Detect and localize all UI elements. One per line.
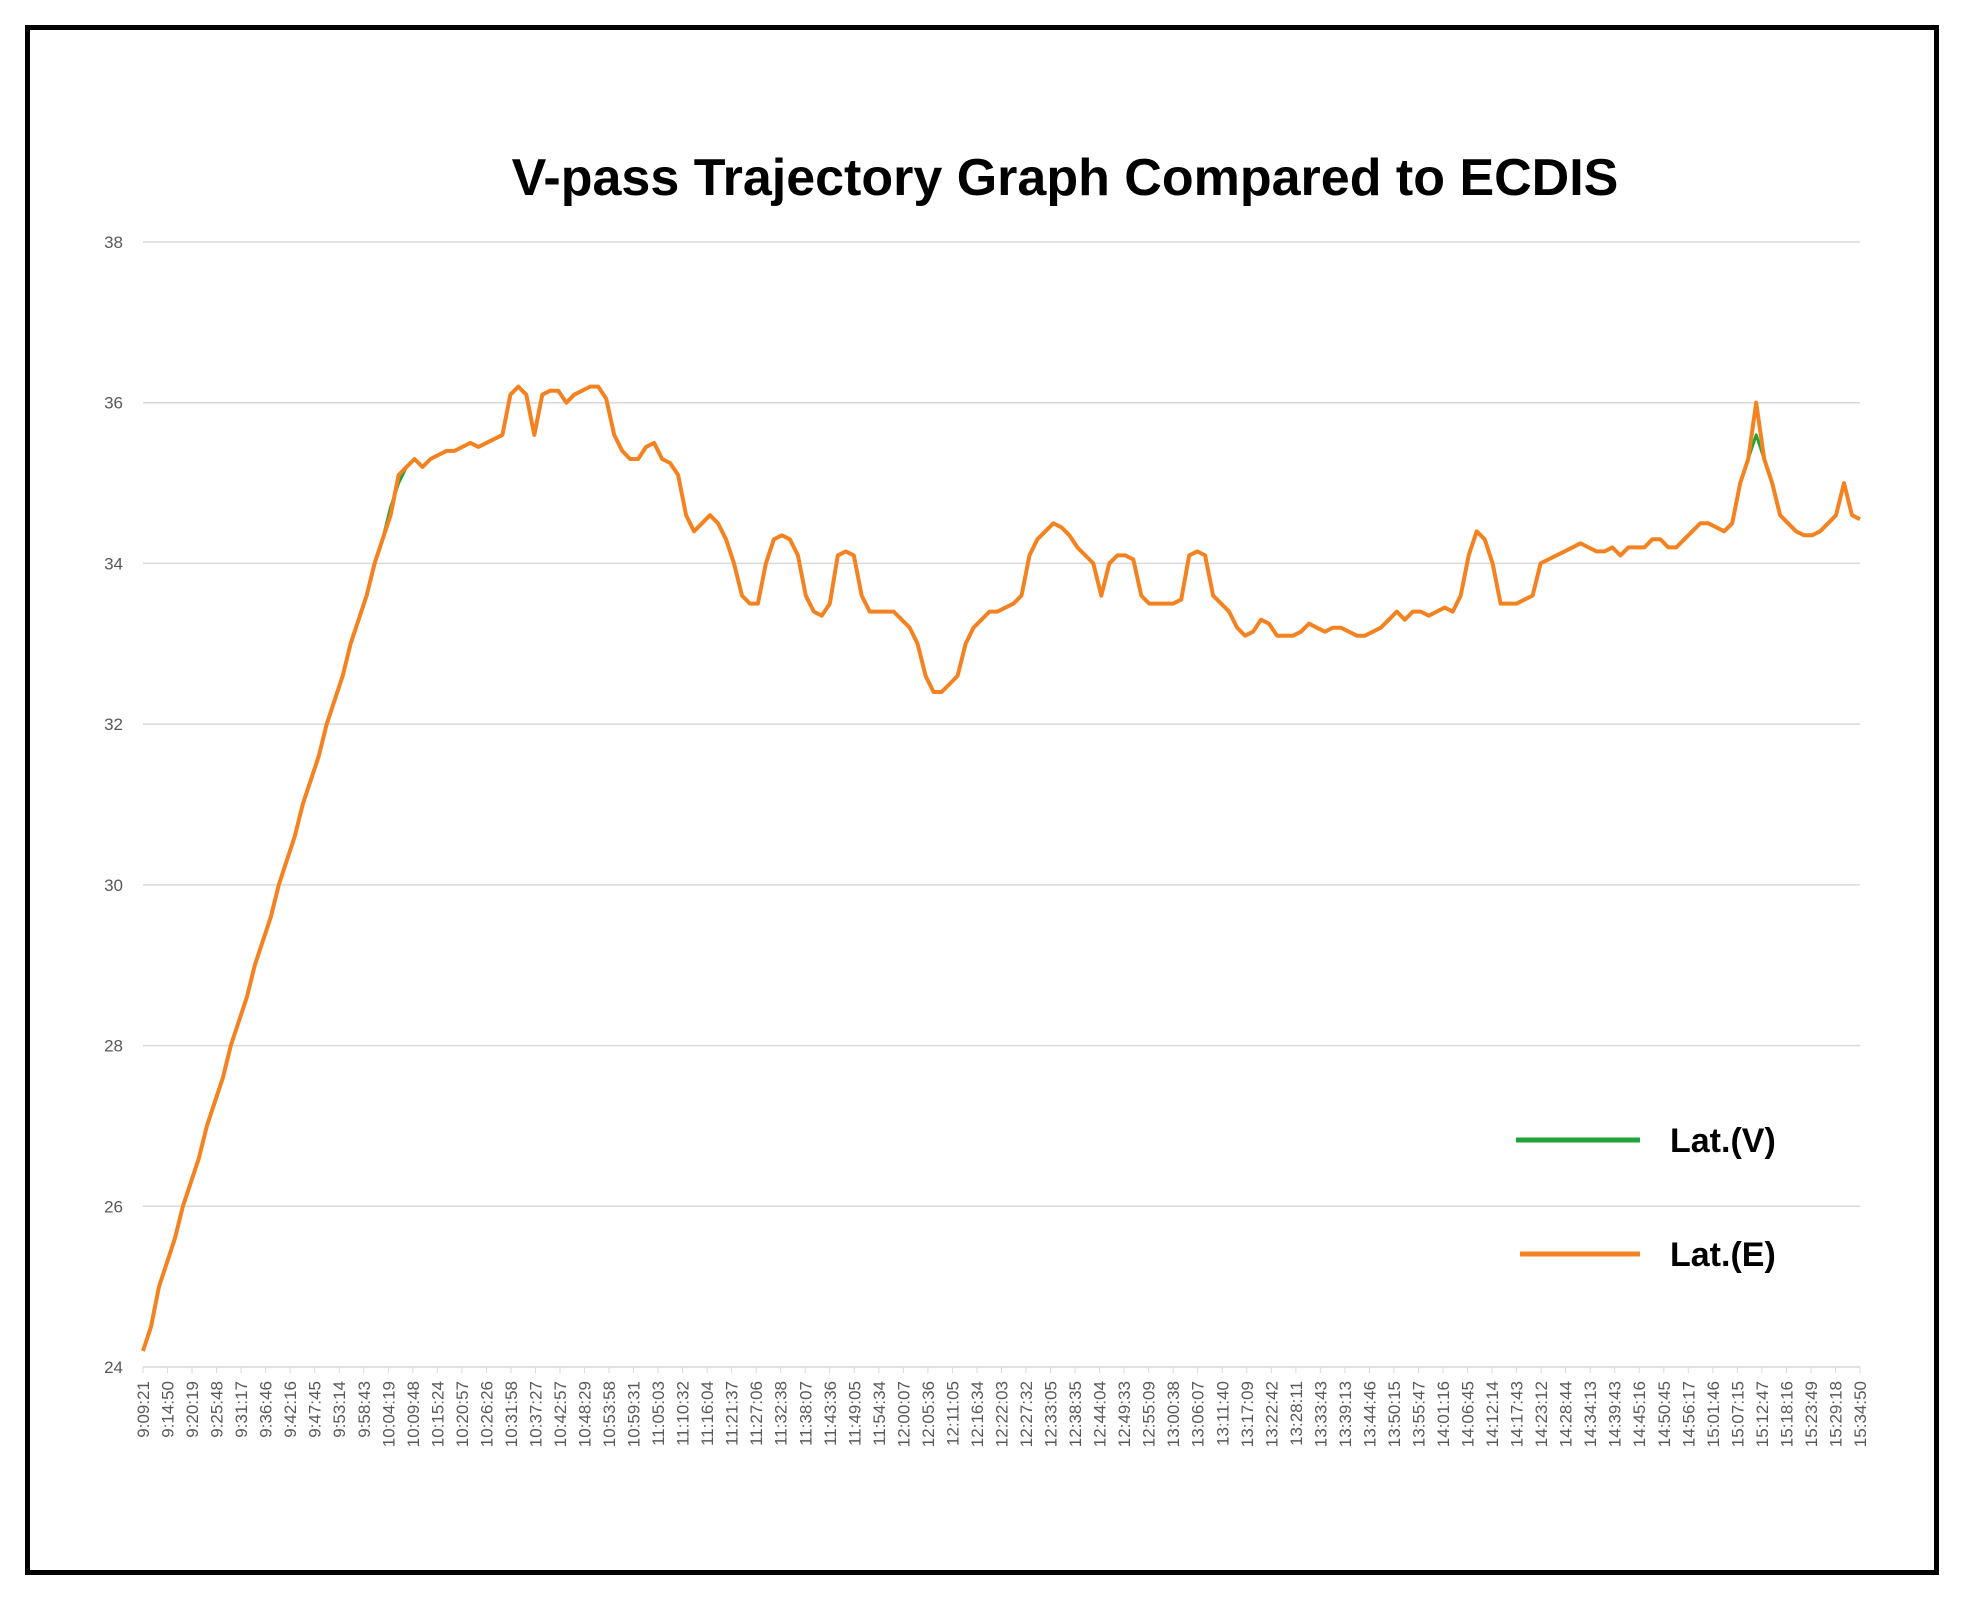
x-tick-label: 12:16:34 (968, 1381, 987, 1447)
y-tick-label: 24 (104, 1358, 123, 1377)
x-tick-label: 11:54:34 (870, 1381, 889, 1446)
x-tick-label: 11:27:06 (747, 1381, 766, 1446)
x-tick-label: 15:07:15 (1728, 1381, 1747, 1447)
x-tick-label: 9:42:16 (281, 1381, 300, 1438)
x-tick-label: 9:14:50 (159, 1381, 178, 1438)
x-tick-label: 9:31:17 (232, 1381, 251, 1438)
x-tick-label: 11:05:03 (649, 1381, 668, 1446)
x-tick-label: 12:38:35 (1066, 1381, 1085, 1447)
x-tick-label: 15:18:16 (1777, 1381, 1796, 1447)
x-tick-label: 9:36:46 (257, 1381, 276, 1438)
x-tick-label: 15:01:46 (1704, 1381, 1723, 1447)
x-tick-label: 15:23:49 (1802, 1381, 1821, 1447)
y-tick-label: 30 (104, 876, 123, 895)
x-tick-label: 10:59:31 (625, 1381, 644, 1447)
series-lines (141, 384, 1861, 1352)
x-tick-label: 13:44:46 (1360, 1381, 1379, 1447)
x-tick-label: 13:33:43 (1311, 1381, 1330, 1447)
y-tick-label: 28 (104, 1037, 123, 1056)
x-tick-label: 15:12:47 (1753, 1381, 1772, 1447)
x-tick-label: 10:37:27 (526, 1381, 545, 1447)
x-tick-label: 14:01:16 (1434, 1381, 1453, 1447)
x-tick-label: 10:20:57 (453, 1381, 472, 1447)
x-tick-label: 12:00:07 (894, 1381, 913, 1447)
x-tick-label: 14:34:13 (1581, 1381, 1600, 1447)
x-tick-label: 10:53:58 (600, 1381, 619, 1447)
x-tick-label: 11:43:36 (821, 1381, 840, 1446)
y-tick-label: 38 (104, 233, 123, 252)
x-tick-label: 14:39:43 (1606, 1381, 1625, 1447)
x-tick-label: 14:56:17 (1679, 1381, 1698, 1447)
x-tick-label: 13:39:13 (1336, 1381, 1355, 1447)
gridlines (143, 241, 1860, 1368)
x-tick-label: 11:10:32 (674, 1381, 693, 1446)
x-tick-label: 12:44:04 (1091, 1381, 1110, 1447)
x-tick-label: 9:09:21 (134, 1381, 153, 1438)
x-tick-label: 11:38:07 (796, 1381, 815, 1446)
y-tick-label: 34 (104, 554, 123, 573)
x-tick-label: 10:42:57 (551, 1381, 570, 1447)
x-tick-label: 10:48:29 (576, 1381, 595, 1447)
x-tick-label: 12:05:36 (919, 1381, 938, 1447)
x-tick-label: 13:00:38 (1164, 1381, 1183, 1447)
x-tick-label: 14:17:43 (1508, 1381, 1527, 1447)
x-tick-label: 13:11:40 (1213, 1381, 1232, 1446)
x-tick-label: 12:27:32 (1017, 1381, 1036, 1447)
x-tick-label: 14:45:16 (1630, 1381, 1649, 1447)
x-tick-label: 14:50:45 (1655, 1381, 1674, 1447)
x-tick-label: 10:31:58 (502, 1381, 521, 1447)
x-tick-label: 15:34:50 (1851, 1381, 1870, 1447)
x-tick-label: 15:29:18 (1826, 1381, 1845, 1447)
x-tick-label: 12:11:05 (943, 1381, 962, 1446)
x-tick-label: 13:28:11 (1287, 1381, 1306, 1446)
x-axis-ticks: 9:09:21 9:14:50 9:20:19 9:25:48 9:31:17 9:36:… (134, 1367, 1870, 1447)
chart-frame (25, 25, 1939, 1575)
legend: Lat.(V) Lat.(E) (1516, 1122, 1776, 1274)
x-tick-label: 9:47:45 (306, 1381, 325, 1438)
y-tick-label: 32 (104, 715, 123, 734)
y-tick-label: 36 (104, 394, 123, 413)
x-tick-label: 10:04:19 (379, 1381, 398, 1447)
x-tick-label: 10:15:24 (428, 1381, 447, 1447)
x-tick-label: 9:58:43 (355, 1381, 374, 1438)
x-tick-label: 14:28:44 (1557, 1381, 1576, 1447)
x-tick-label: 9:20:19 (183, 1381, 202, 1438)
x-tick-label: 13:55:47 (1409, 1381, 1428, 1447)
legend-label-lat-e: Lat.(E) (1670, 1236, 1776, 1274)
y-tick-label: 26 (104, 1197, 123, 1216)
x-tick-label: 14:06:45 (1459, 1381, 1478, 1447)
series-line-lat-e (141, 384, 1861, 1352)
x-tick-label: 10:26:26 (477, 1381, 496, 1447)
x-tick-label: 12:22:03 (993, 1381, 1012, 1447)
y-axis-ticks: 24 26 28 30 32 34 36 38 (104, 233, 123, 1377)
x-tick-label: 13:17:09 (1238, 1381, 1257, 1447)
x-tick-label: 12:49:33 (1115, 1381, 1134, 1447)
x-tick-label: 13:50:15 (1385, 1381, 1404, 1447)
x-tick-label: 13:22:42 (1262, 1381, 1281, 1447)
x-tick-label: 13:06:07 (1189, 1381, 1208, 1447)
legend-label-lat-v: Lat.(V) (1670, 1122, 1776, 1160)
x-tick-label: 11:32:38 (772, 1381, 791, 1446)
x-tick-label: 9:53:14 (330, 1381, 349, 1438)
x-tick-label: 11:16:04 (698, 1381, 717, 1446)
x-tick-label: 10:09:48 (404, 1381, 423, 1447)
x-tick-label: 12:33:05 (1042, 1381, 1061, 1447)
chart-title: V-pass Trajectory Graph Compared to ECDI… (512, 149, 1619, 207)
x-tick-label: 9:25:48 (208, 1381, 227, 1438)
x-tick-label: 14:12:14 (1483, 1381, 1502, 1447)
x-tick-label: 12:55:09 (1140, 1381, 1159, 1447)
x-tick-label: 11:21:37 (723, 1381, 742, 1446)
x-tick-label: 11:49:05 (845, 1381, 864, 1446)
x-tick-label: 14:23:12 (1532, 1381, 1551, 1447)
